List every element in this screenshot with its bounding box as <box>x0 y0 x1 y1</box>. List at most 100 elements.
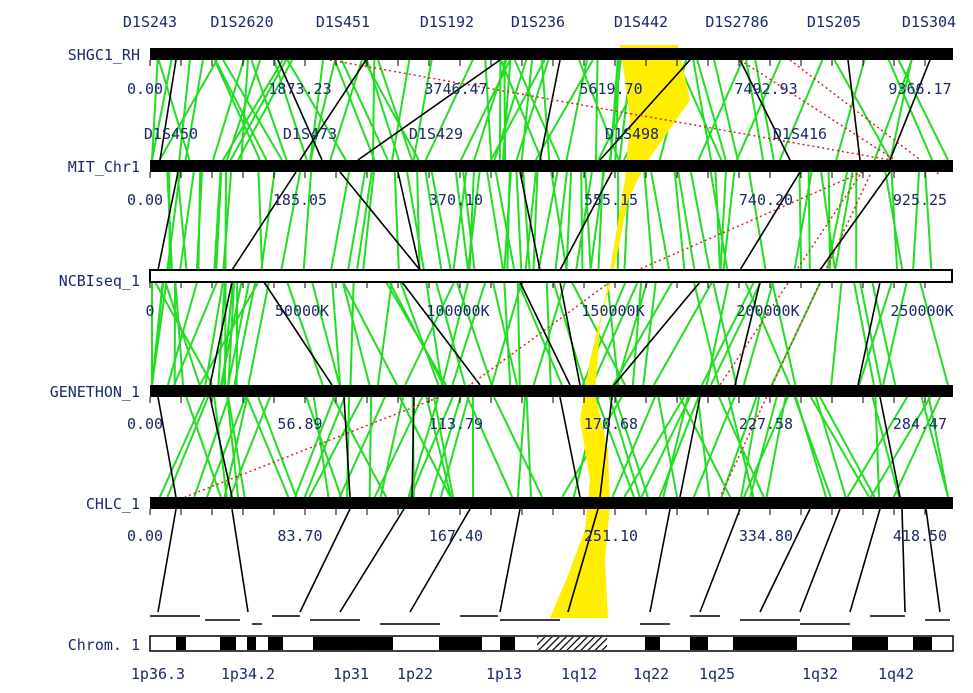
green-link-line <box>349 281 355 386</box>
scale-label: 5619.70 <box>579 80 642 98</box>
green-link-line <box>245 396 290 498</box>
green-link-line <box>379 396 404 498</box>
green-link-line <box>193 396 230 498</box>
black-link-line <box>819 171 891 271</box>
green-link-line <box>206 396 247 498</box>
green-link-line <box>642 281 657 386</box>
green-link-line <box>222 171 233 271</box>
green-link-line <box>658 396 700 498</box>
marker-label: D1S451 <box>316 13 370 31</box>
green-link-line <box>195 171 203 271</box>
scale-label: 334.80 <box>739 527 793 545</box>
black-link-line <box>411 396 415 498</box>
red-dotted-link-line <box>469 281 611 386</box>
green-link-line <box>705 281 730 386</box>
green-link-line <box>506 171 511 271</box>
green-link-line <box>484 59 493 161</box>
green-link-line <box>331 396 387 498</box>
chromosome-band-dark <box>690 637 708 650</box>
green-link-line <box>166 396 210 498</box>
green-link-line <box>176 171 188 271</box>
green-link-line <box>494 171 516 271</box>
scale-label: 170.68 <box>584 415 638 433</box>
green-link-line <box>696 396 711 498</box>
black-link-line <box>925 508 941 613</box>
black-link-line <box>409 508 471 613</box>
scale-label: 9366.17 <box>888 80 951 98</box>
green-link-line <box>807 171 811 271</box>
chromosome-band-dark <box>852 637 888 650</box>
green-link-line <box>435 281 466 386</box>
black-link-line <box>849 508 881 613</box>
green-link-line <box>778 59 824 161</box>
green-link-line <box>166 171 173 271</box>
red-dotted-link-line <box>739 59 896 161</box>
black-link-line <box>649 508 671 613</box>
black-link-line <box>901 508 906 613</box>
green-link-line <box>673 171 686 271</box>
green-link-line <box>491 281 518 386</box>
green-link-line <box>308 396 364 498</box>
green-link-lines <box>151 59 949 498</box>
green-link-line <box>692 281 720 386</box>
green-link-line <box>174 281 184 386</box>
chromosome-ideogram <box>149 635 954 652</box>
green-link-line <box>240 59 249 161</box>
green-link-line <box>257 171 264 271</box>
marker-label: D1S236 <box>511 13 565 31</box>
marker-label: D1S450 <box>144 125 198 143</box>
green-link-line <box>227 281 250 386</box>
green-link-line <box>830 281 843 386</box>
green-link-line <box>235 281 239 386</box>
band-label: 1q22 <box>633 665 669 683</box>
scale-label: 113.79 <box>429 415 483 433</box>
green-link-line <box>765 396 787 498</box>
green-link-line <box>697 59 744 161</box>
green-link-line <box>452 171 468 271</box>
green-link-line <box>439 396 470 498</box>
chromosome-band-dark <box>247 637 256 650</box>
green-link-line <box>311 281 341 386</box>
green-link-line <box>303 396 346 498</box>
green-link-line <box>920 396 949 498</box>
green-link-line <box>735 59 782 161</box>
scale-label: 418.50 <box>893 527 947 545</box>
marker-label: D1S304 <box>902 13 956 31</box>
green-link-line <box>338 396 386 498</box>
band-label: 1q12 <box>561 665 597 683</box>
green-link-line <box>373 396 424 498</box>
green-link-line <box>280 171 302 271</box>
green-link-line <box>377 281 393 386</box>
green-link-line <box>330 171 351 271</box>
green-link-line <box>833 59 892 161</box>
green-link-line <box>294 396 336 498</box>
green-link-line <box>158 396 206 498</box>
green-link-line <box>412 59 433 161</box>
green-link-line <box>870 396 932 498</box>
green-link-line <box>834 171 854 271</box>
green-link-line <box>409 396 454 498</box>
green-link-line <box>404 281 456 386</box>
green-link-line <box>425 396 452 498</box>
green-link-line <box>798 171 803 271</box>
green-link-line <box>657 396 678 498</box>
green-link-line <box>522 171 531 271</box>
scale-label: 50000K <box>275 302 329 320</box>
scale-label: 56.89 <box>277 415 322 433</box>
black-link-line <box>263 281 333 386</box>
green-link-line <box>398 396 452 498</box>
green-link-line <box>532 281 567 386</box>
black-link-line <box>559 171 613 271</box>
green-link-line <box>692 59 712 161</box>
green-link-line <box>204 281 224 386</box>
marker-label: D1S2786 <box>705 13 768 31</box>
green-link-line <box>157 59 191 161</box>
yellow-highlight-band <box>550 45 690 618</box>
band-label: 1p13 <box>486 665 522 683</box>
black-link-line <box>739 59 791 161</box>
black-link-line <box>343 396 351 498</box>
green-link-line <box>740 396 761 498</box>
green-link-line <box>227 281 236 386</box>
black-link-line <box>157 171 179 271</box>
green-link-line <box>612 281 674 386</box>
